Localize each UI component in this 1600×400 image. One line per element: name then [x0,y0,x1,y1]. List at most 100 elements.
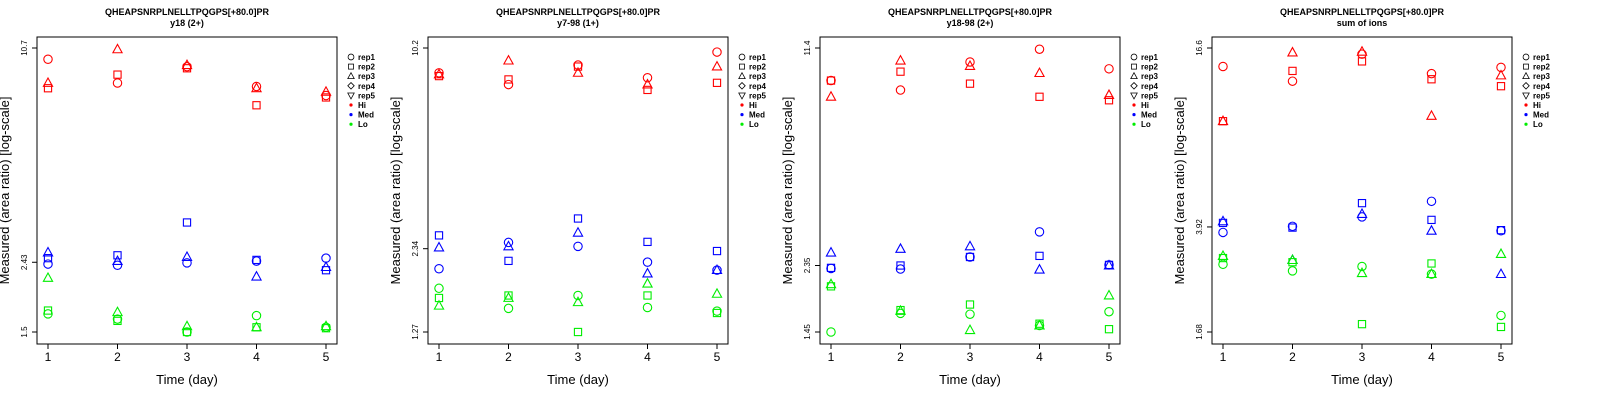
legend-rep5: rep5 [1522,91,1550,100]
data-point-hi-rep2 [113,70,122,79]
data-point-hi-rep2 [1104,96,1114,105]
data-point-med-rep2 [1357,198,1367,208]
data-point-lo-rep3 [825,278,837,289]
data-point-med-rep1 [965,252,975,262]
legend-marker-rep2 [739,63,745,70]
legend-marker-rep5 [347,92,355,100]
x-tick-label: 4 [1036,350,1043,364]
chart-title: QHEAPSNRPLNELLTPQGPS[+80.0]PR [888,7,1053,17]
legend-label: rep5 [1533,91,1550,100]
data-point-lo-rep3 [1103,289,1115,300]
data-point-lo-rep2 [965,300,975,309]
data-point-hi-rep2 [504,75,513,84]
data-point-med-rep3 [641,267,654,278]
data-point-hi-rep1 [1104,64,1114,74]
data-point-lo-rep3 [502,291,515,302]
data-point-med-rep3 [1217,215,1229,226]
chart-subtitle: y7-98 (1+) [557,18,599,28]
legend-label: rep3 [358,72,375,81]
data-point-lo-rep1 [43,309,53,319]
data-point-hi-rep2 [43,84,53,93]
data-point-med-rep1 [112,260,123,271]
y-axis-title: Measured (area ratio) [log-scale] [388,97,403,285]
legend-marker-rep4 [347,82,355,90]
data-point-med-rep3 [1425,224,1438,235]
y-tick-label: 1.68 [1195,324,1204,340]
data-point-med-rep1 [1034,227,1045,237]
data-point-hi-rep1 [712,47,722,57]
data-point-med-rep2 [826,263,836,273]
x-tick-label: 4 [253,350,260,364]
data-point-hi-rep2 [252,101,261,110]
legend-hi: Hi [1132,101,1149,110]
legend-lo: Lo [349,120,368,129]
data-point-hi-rep1 [112,78,123,88]
data-point-lo-rep2 [643,291,652,300]
data-point-med-rep3 [572,226,584,237]
legend-rep5: rep5 [347,91,375,100]
x-tick-label: 5 [323,350,330,364]
data-point-hi-rep1 [965,57,975,67]
data-point-hi-rep3 [42,76,54,87]
data-point-hi-rep2 [1427,75,1436,84]
legend-dot-med [740,113,744,117]
legend-marker-rep3 [1130,71,1138,79]
y-tick-label: 1.5 [20,326,29,338]
data-point-lo-rep2 [43,306,53,315]
data-point-hi-rep2 [1288,66,1297,76]
data-point-hi-rep2 [1035,92,1044,101]
legend-marker-rep5 [1522,92,1530,100]
data-point-hi-rep2 [712,78,722,87]
legend-label: Med [1141,111,1157,120]
data-point-hi-rep3 [1425,109,1438,120]
data-point-lo-rep2 [1357,319,1367,329]
data-point-lo-rep2 [712,308,722,318]
plot-frame [1211,36,1513,345]
data-point-lo-rep3 [42,271,54,282]
legend-marker-rep1 [738,53,746,61]
data-point-med-rep3 [1033,263,1046,274]
data-point-hi-rep1 [573,60,583,70]
data-point-med-rep1 [434,263,444,274]
legend-lo: Lo [740,120,759,129]
data-point-med-rep2 [434,231,444,240]
data-point-med-rep3 [894,242,907,253]
x-tick-label: 4 [644,350,651,364]
legend-rep3: rep3 [738,71,766,81]
data-point-lo-rep2 [1427,259,1436,268]
data-point-hi-rep1 [43,54,53,64]
chart-title: QHEAPSNRPLNELLTPQGPS[+80.0]PR [105,7,270,17]
data-point-med-rep3 [1103,259,1115,270]
legend-med: Med [1524,111,1549,120]
legend-marker-rep1 [1522,53,1530,61]
legend-rep5: rep5 [1130,91,1158,100]
legend-label: Hi [1533,101,1541,110]
legend-label: rep2 [1533,63,1550,72]
data-point-hi-rep1 [1218,61,1228,72]
data-point-med-rep3 [1495,267,1507,279]
data-point-lo-rep1 [1287,266,1298,276]
data-point-lo-rep1 [1218,259,1228,270]
data-point-med-rep2 [113,251,122,260]
legend-label: rep3 [749,72,766,81]
legend-rep1: rep1 [1522,53,1550,62]
data-point-lo-rep3 [1356,267,1368,278]
legend-rep2: rep2 [348,63,375,72]
data-point-lo-rep3 [250,321,263,332]
data-point-lo-rep1 [182,327,192,337]
data-point-lo-rep3 [572,296,584,307]
y-tick-label: 10.2 [411,40,420,56]
data-point-lo-rep2 [1104,325,1114,334]
data-point-lo-rep1 [573,290,583,301]
y-tick-label: 16.6 [1195,40,1204,56]
x-tick-label: 1 [1220,350,1227,364]
y-axis-title: Measured (area ratio) [log-scale] [1172,97,1187,285]
x-axis-title: Time (day) [939,372,1001,387]
data-point-med-rep2 [643,237,652,247]
data-point-hi-rep2 [321,93,331,102]
data-point-hi-rep3 [181,59,193,70]
data-point-med-rep2 [252,255,261,265]
legend-label: rep2 [749,63,766,72]
legend-label: rep4 [1533,82,1550,91]
